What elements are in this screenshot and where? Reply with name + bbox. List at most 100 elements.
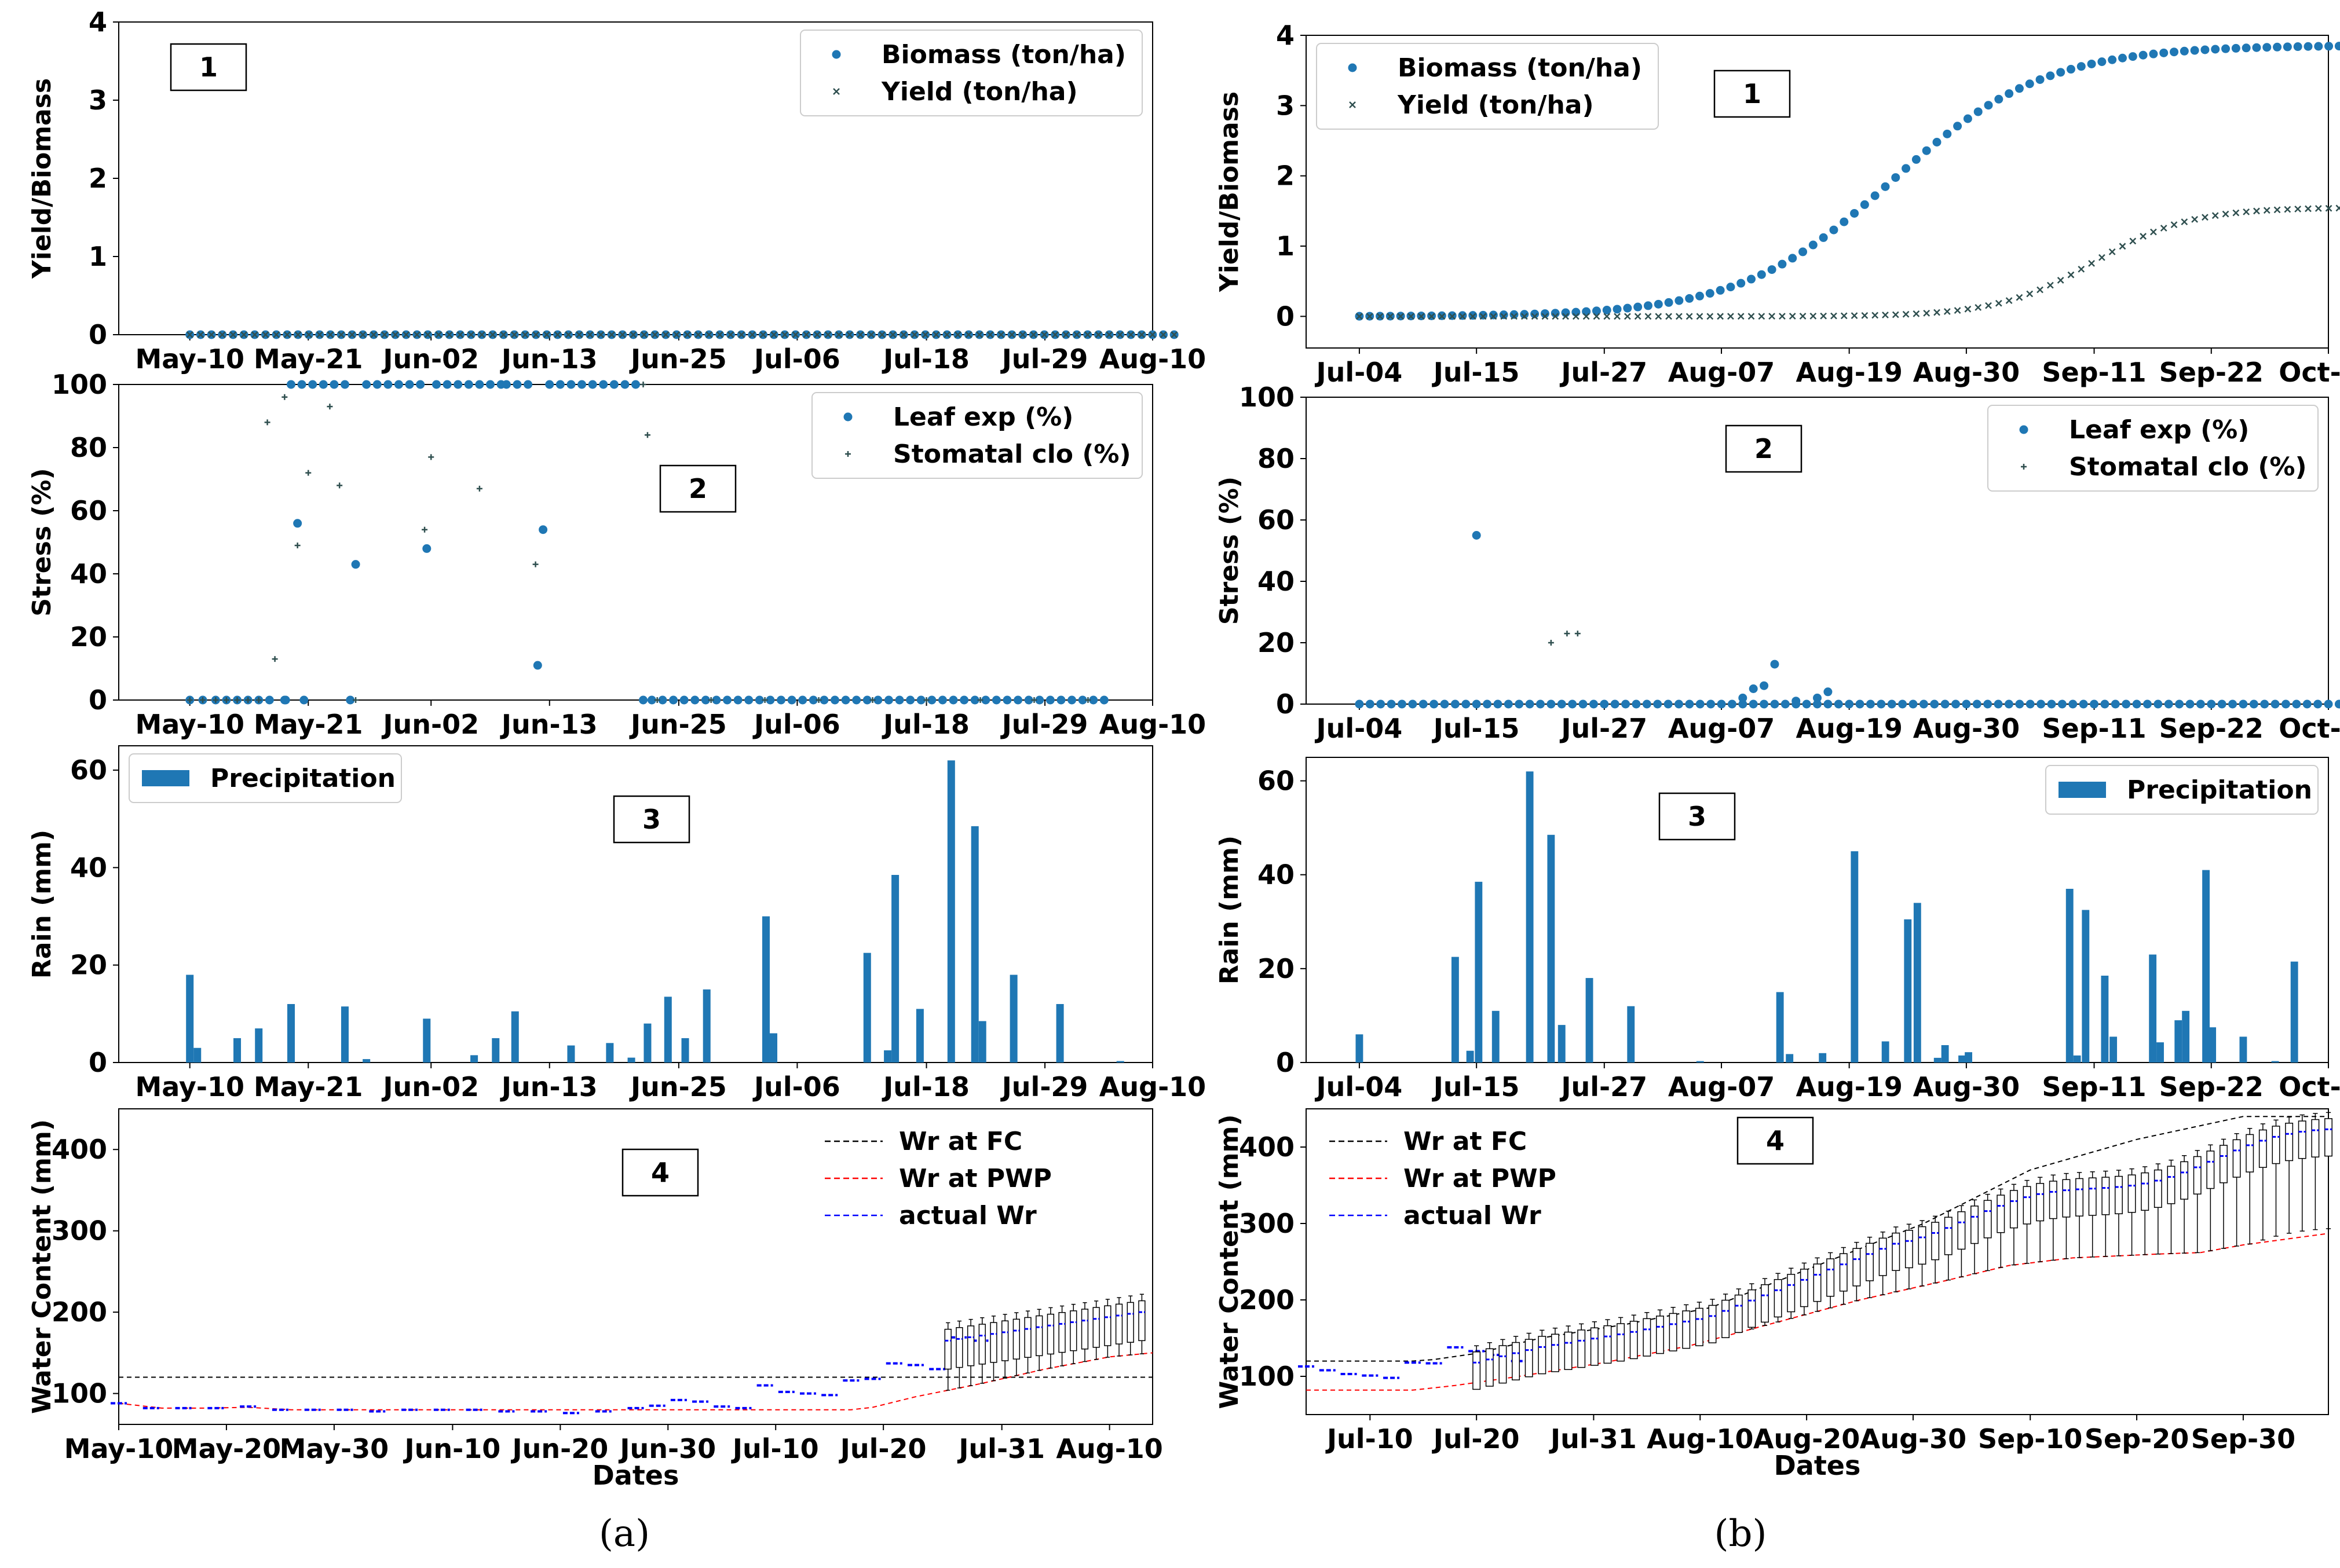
leaf-exp-point (1760, 699, 1769, 709)
x-tick-label: Jun-13 (500, 343, 598, 375)
precip-bar (2156, 1042, 2164, 1063)
leaf-exp-point (639, 695, 648, 705)
yield-point (1809, 312, 1817, 320)
biomass-point (1881, 182, 1890, 191)
biomass-point (2149, 49, 2158, 58)
x-tick-label: Sep-11 (2042, 357, 2146, 388)
box-plot (1058, 1305, 1066, 1366)
yield-point (792, 331, 799, 338)
yield-point (1975, 304, 1982, 311)
stomatal-clo-point (213, 697, 219, 703)
box-plot (1603, 1319, 1612, 1364)
yield-point (1624, 313, 1631, 320)
box-plot (2062, 1173, 2071, 1259)
yield-point (392, 331, 399, 338)
yield-point (716, 331, 723, 338)
leaf-exp-point (1045, 695, 1055, 705)
x-tick-label: Aug-19 (1796, 357, 1902, 388)
leaf-exp-point (1387, 699, 1396, 709)
precip-bar (1557, 1025, 1566, 1063)
box-body (2141, 1172, 2149, 1211)
leaf-exp-point (647, 695, 656, 705)
yield-point (2211, 212, 2219, 219)
yield-point (1634, 313, 1641, 320)
box-body (1970, 1206, 1979, 1244)
box-plot (2101, 1170, 2110, 1257)
x-tick-label: Jun-02 (381, 343, 479, 375)
box-body (2127, 1174, 2136, 1213)
x-tick-label: Oct-04 (2279, 357, 2340, 388)
yield-point (1758, 313, 1765, 320)
yield-point (1675, 313, 1683, 320)
leaf-exp-point (2057, 699, 2067, 709)
leaf-exp-point (1515, 699, 1524, 709)
panel-number-frame (613, 795, 690, 844)
legend: Precipitation (2045, 765, 2319, 815)
yield-point (218, 331, 226, 338)
box-plot (1047, 1307, 1055, 1369)
leaf-exp-point (1674, 699, 1683, 709)
box-body (2324, 1118, 2332, 1157)
precip-bar (363, 1059, 371, 1063)
y-tick-label: 300 (1239, 1208, 1295, 1239)
biomass-point (2170, 47, 2179, 57)
leaf-exp-point (960, 695, 969, 705)
stomatal-clo-point (294, 542, 301, 548)
y-tick-label: 200 (1239, 1284, 1295, 1316)
legend-label: Precipitation (210, 764, 396, 793)
legend-frame (800, 30, 1143, 116)
box-plot (1682, 1304, 1691, 1349)
yield-point (1655, 313, 1662, 320)
x-tick-label: Jul-04 (1315, 1071, 1403, 1102)
box-body (944, 1328, 952, 1370)
yield-point (1438, 313, 1446, 320)
yield-point (2273, 206, 2281, 214)
leaf-exp-point (1535, 699, 1545, 709)
biomass-point (1932, 138, 1942, 147)
yield-point (1095, 331, 1102, 338)
box-plot (1590, 1321, 1599, 1366)
biomass-point (1623, 303, 1632, 313)
leaf-exp-point (1866, 699, 1875, 709)
yield-point (2181, 218, 2188, 226)
leaf-exp-point (287, 380, 295, 389)
x-tick-label: Jul-29 (1000, 343, 1088, 375)
stomatal-clo-point (223, 697, 229, 703)
yield-point (348, 331, 356, 338)
yield-point (1572, 313, 1580, 320)
leaf-exp-point (1493, 699, 1502, 709)
biomass-point (1520, 310, 1529, 319)
box-plot (1852, 1241, 1861, 1302)
yield-point (673, 331, 681, 338)
legend-label: actual Wr (899, 1201, 1037, 1230)
leaf-exp-point (372, 380, 382, 389)
leaf-exp-point (1024, 695, 1033, 705)
stomatal-clo-point (272, 656, 278, 662)
precip-bar (947, 760, 955, 1063)
box-plot (1878, 1231, 1887, 1295)
box-body (1839, 1253, 1848, 1292)
x-tick-label: Jul-18 (882, 1071, 970, 1102)
box-plot (1512, 1336, 1520, 1380)
precip-bar (606, 1043, 614, 1063)
stomatal-clo-point (337, 482, 343, 489)
box-body (1957, 1211, 1966, 1250)
biomass-point (1602, 305, 1611, 314)
yield-point (986, 331, 994, 338)
panel-number: 1 (199, 52, 218, 83)
leaf-exp-point (830, 695, 839, 705)
box-plot (1498, 1339, 1507, 1384)
leaf-exp-point (2100, 699, 2109, 709)
biomass-point (1911, 155, 1921, 164)
yield-point (630, 331, 637, 338)
y-tick-label: 2 (1276, 160, 1295, 192)
y-tick-label: 40 (70, 558, 107, 589)
yield-point (1531, 313, 1538, 320)
leaf-exp-point (346, 695, 355, 705)
box-plot (1839, 1247, 1848, 1305)
box-body (1024, 1317, 1032, 1358)
biomass-point (1767, 265, 1776, 274)
precip-bar (1466, 1050, 1474, 1063)
box-plot (1024, 1310, 1032, 1373)
